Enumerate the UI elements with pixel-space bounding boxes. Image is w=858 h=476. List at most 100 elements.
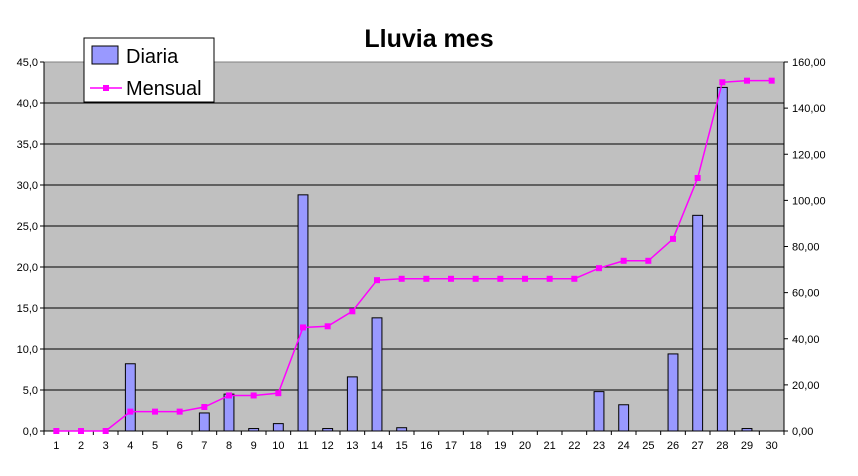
- point-mensual: [374, 277, 380, 284]
- point-mensual: [349, 308, 356, 315]
- bar-diaria: [297, 194, 309, 432]
- right-axis-tick-label: 120,00: [792, 149, 826, 161]
- point-mensual: [102, 428, 109, 434]
- right-axis-tick-label: 0,00: [792, 426, 813, 438]
- bar-diaria: [248, 428, 260, 432]
- legend-marker-mensual: [103, 85, 109, 91]
- point-mensual: [744, 77, 750, 84]
- point-mensual: [448, 275, 454, 282]
- left-axis-tick-label: 5,0: [23, 385, 38, 397]
- x-axis-tick-label: 16: [420, 440, 432, 452]
- left-axis-tick-label: 25,0: [17, 221, 38, 233]
- x-axis-tick-label: 9: [251, 440, 257, 452]
- x-axis-tick-label: 18: [470, 440, 482, 452]
- x-axis-tick-label: 10: [272, 440, 284, 452]
- x-axis-tick-label: 8: [226, 440, 232, 452]
- chart-title: Lluvia mes: [364, 25, 493, 53]
- x-axis-tick-label: 27: [692, 440, 704, 452]
- point-mensual: [152, 408, 158, 415]
- left-axis-tick-label: 15,0: [17, 303, 38, 315]
- left-axis-tick-label: 10,0: [17, 344, 38, 356]
- x-axis-tick-label: 6: [177, 440, 183, 452]
- x-axis-tick-label: 20: [519, 440, 531, 452]
- x-axis-tick-label: 25: [642, 440, 654, 452]
- x-axis-tick-label: 11: [297, 440, 308, 452]
- left-axis-tick-label: 20,0: [17, 262, 38, 274]
- point-mensual: [670, 235, 676, 242]
- right-axis-tick-label: 40,00: [792, 334, 820, 346]
- point-mensual: [423, 275, 430, 282]
- point-mensual: [645, 257, 652, 264]
- point-mensual: [522, 275, 528, 282]
- point-mensual: [78, 428, 84, 434]
- right-axis-tick-label: 140,00: [792, 103, 826, 115]
- x-axis-tick-label: 5: [152, 440, 158, 452]
- x-axis-tick-label: 2: [78, 440, 84, 452]
- x-axis-tick-label: 29: [741, 440, 753, 452]
- legend: Diaria Mensual: [83, 37, 215, 103]
- point-mensual: [398, 275, 405, 282]
- point-mensual: [620, 257, 627, 264]
- x-axis-tick-label: 21: [544, 440, 556, 452]
- right-axis-tick-label: 100,00: [792, 195, 826, 207]
- x-axis-tick-label: 13: [346, 440, 358, 452]
- point-mensual: [226, 392, 232, 399]
- x-axis-tick-label: 22: [568, 440, 580, 452]
- right-axis-tick-label: 160,00: [792, 57, 826, 69]
- bar-diaria: [346, 376, 358, 432]
- point-mensual: [768, 77, 775, 84]
- point-mensual: [250, 392, 257, 399]
- point-mensual: [201, 404, 208, 411]
- x-axis-tick-label: 24: [618, 440, 630, 452]
- bar-diaria: [198, 412, 210, 432]
- point-mensual: [596, 265, 602, 272]
- bar-diaria: [124, 363, 136, 432]
- x-axis-tick-label: 28: [716, 440, 728, 452]
- left-axis-tick-label: 45,0: [17, 57, 38, 69]
- bar-diaria: [667, 353, 679, 432]
- bar-diaria: [223, 393, 235, 432]
- bar-diaria: [618, 404, 630, 432]
- point-mensual: [127, 408, 134, 415]
- x-axis-tick-label: 12: [322, 440, 334, 452]
- x-axis-tick-label: 4: [127, 440, 133, 452]
- right-axis-tick-label: 80,00: [792, 242, 820, 254]
- left-axis-tick-label: 30,0: [17, 180, 38, 192]
- point-mensual: [546, 275, 553, 282]
- bar-diaria: [593, 391, 605, 432]
- left-axis-tick-label: 40,0: [17, 98, 38, 110]
- x-axis-tick-label: 7: [201, 440, 207, 452]
- x-axis-tick-label: 1: [53, 440, 59, 452]
- plot-area: [44, 62, 784, 431]
- x-axis-tick-label: 23: [593, 440, 605, 452]
- point-mensual: [472, 275, 479, 282]
- left-axis-tick-label: 35,0: [17, 139, 38, 151]
- x-axis-tick-label: 30: [766, 440, 778, 452]
- x-axis-tick-label: 26: [667, 440, 679, 452]
- bar-diaria: [322, 428, 334, 432]
- point-mensual: [275, 390, 282, 397]
- legend-swatch-diaria: [91, 45, 119, 65]
- legend-label-diaria: Diaria: [126, 46, 179, 68]
- x-axis-tick-label: 19: [494, 440, 506, 452]
- x-axis-tick-label: 15: [396, 440, 408, 452]
- bar-diaria: [692, 214, 704, 432]
- point-mensual: [176, 408, 183, 415]
- point-mensual: [571, 275, 578, 282]
- right-axis-tick-label: 60,00: [792, 288, 820, 300]
- x-axis-tick-label: 17: [445, 440, 457, 452]
- bar-diaria: [396, 427, 408, 432]
- x-axis-tick-label: 3: [103, 440, 109, 452]
- point-mensual: [694, 175, 701, 182]
- bar-diaria: [272, 423, 284, 432]
- point-mensual: [300, 324, 306, 331]
- bar-diaria: [371, 317, 383, 432]
- plot-area-group: 0,0 5,0 10,0 15,0 20,0 25,0 30,0 35,0 40,0 45,0 0,…: [17, 57, 826, 452]
- bar-diaria: [716, 86, 728, 432]
- right-axis-tick-label: 20,00: [792, 380, 820, 392]
- left-axis-tick-label: 0,0: [23, 426, 38, 438]
- point-mensual: [719, 79, 726, 86]
- bar-diaria: [741, 428, 753, 432]
